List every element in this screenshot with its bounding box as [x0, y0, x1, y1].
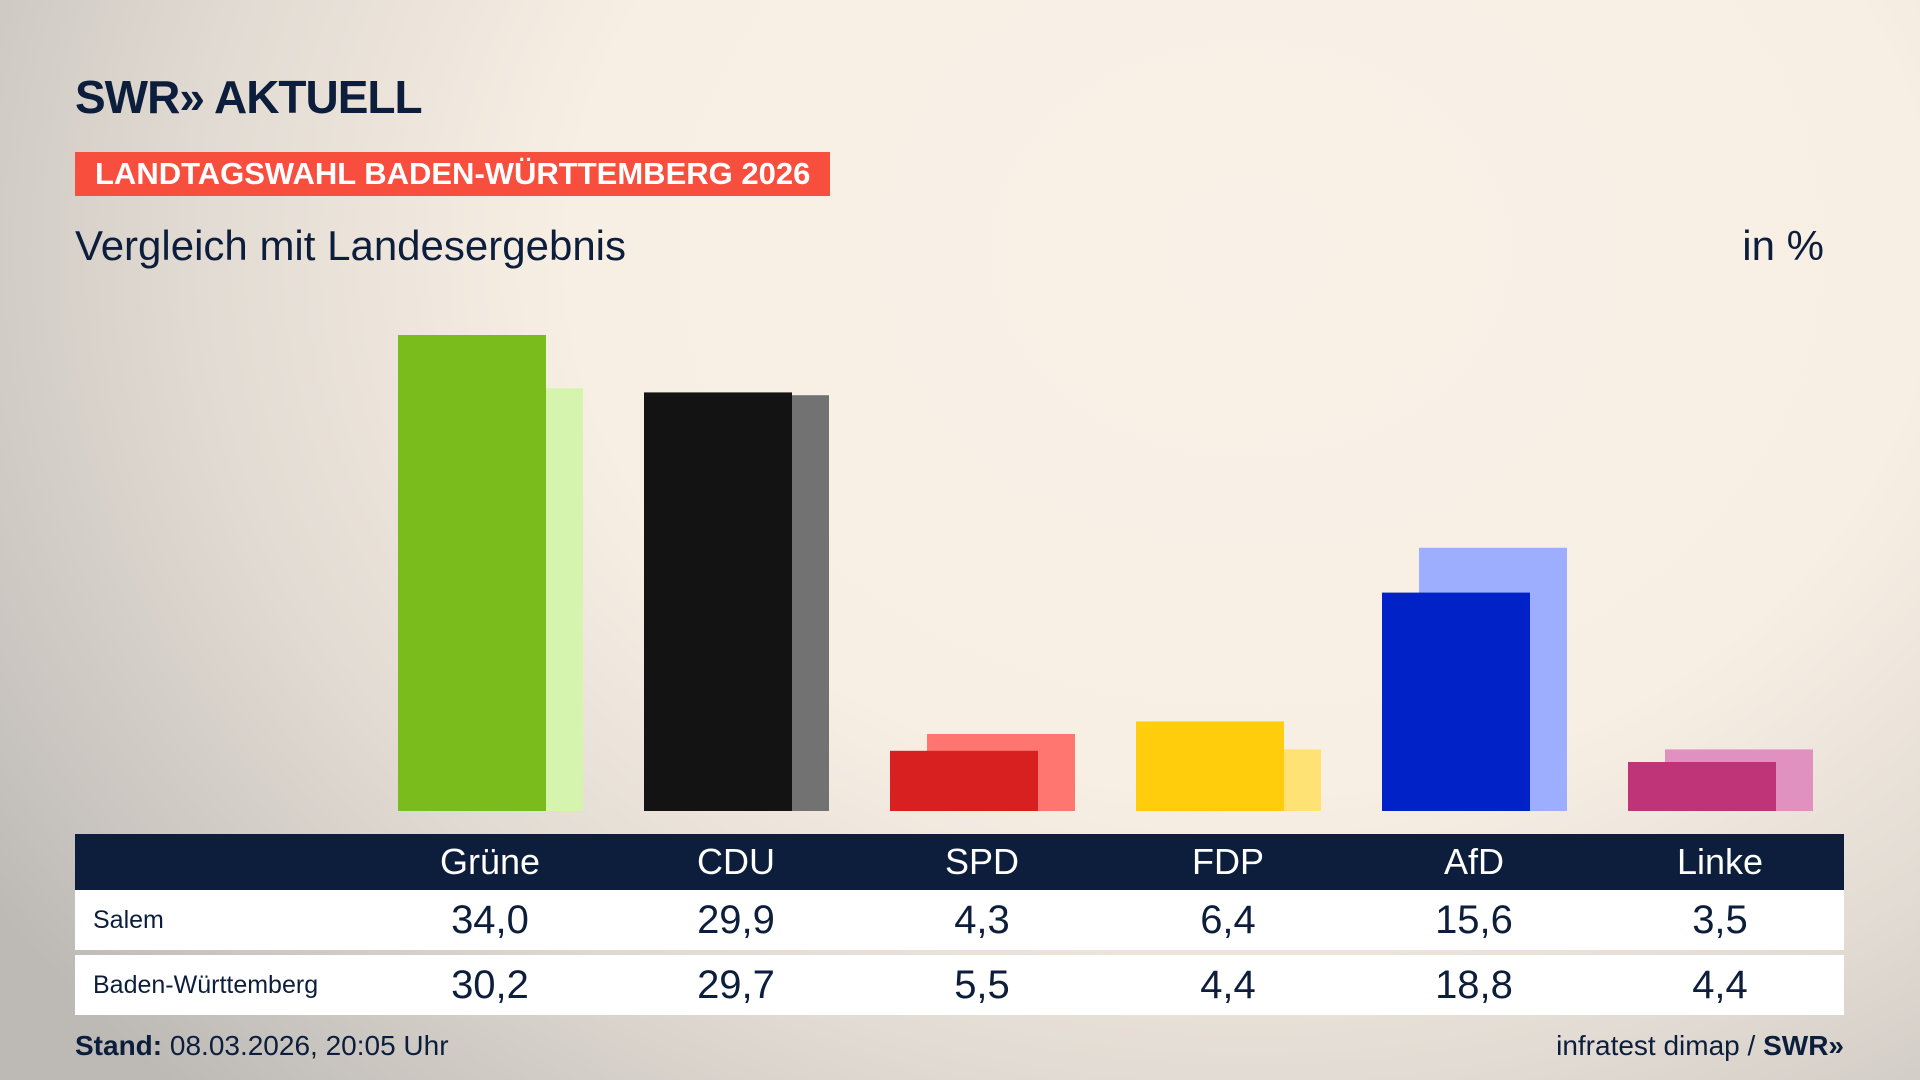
bar-local-linke: [1628, 762, 1776, 811]
table-header: Grüne CDU SPD FDP AfD Linke: [75, 834, 1844, 890]
swr-logo: SWR»: [1763, 1030, 1844, 1061]
header-spd: SPD: [944, 841, 1020, 882]
value-cell: 34,0: [451, 898, 529, 942]
value-cell: 6,4: [1200, 898, 1256, 942]
bar-chart: [398, 335, 1813, 811]
row-label: Baden-Württemberg: [93, 971, 319, 999]
bar-local-grne: [398, 335, 546, 811]
header-linke: Linke: [1676, 841, 1764, 882]
unit-label: in %: [1742, 222, 1824, 269]
bar-local-spd: [890, 750, 1038, 811]
value-cell: 30,2: [451, 963, 529, 1007]
timestamp: Stand: 08.03.2026, 20:05 Uhr: [75, 1030, 449, 1062]
table-row: Baden-Württemberg 30,2 29,7 5,5 4,4 18,8…: [75, 955, 1844, 1015]
value-cell: 29,7: [697, 963, 775, 1007]
header-cdu: CDU: [697, 841, 775, 882]
election-banner: LANDTAGSWAHL BADEN-WÜRTTEMBERG 2026: [75, 152, 831, 196]
source: infratest dimap / SWR»: [1556, 1030, 1844, 1062]
stand-value: 08.03.2026, 20:05 Uhr: [169, 1030, 449, 1061]
value-cell: 4,3: [954, 898, 1010, 942]
value-cell: 4,4: [1200, 963, 1256, 1007]
header-afd: AfD: [1443, 841, 1504, 882]
header-gruene: Grüne: [439, 841, 541, 882]
bar-local-afd: [1382, 592, 1530, 811]
value-cell: 5,5: [954, 963, 1010, 1007]
value-cell: 3,5: [1692, 898, 1748, 942]
value-cell: 15,6: [1435, 898, 1513, 942]
chart-subtitle: Vergleich mit Landesergebnis: [75, 222, 627, 269]
swr-aktuell-logo: SWR» AKTUELL: [75, 71, 423, 123]
bar-local-cdu: [644, 392, 792, 811]
value-cell: 18,8: [1435, 963, 1513, 1007]
header-fdp: FDP: [1192, 841, 1264, 882]
table-row: Salem 34,0 29,9 4,3 6,4 15,6 3,5: [75, 890, 1844, 950]
value-cell: 4,4: [1692, 963, 1748, 1007]
stand-label: Stand:: [75, 1030, 163, 1061]
bar-local-fdp: [1136, 721, 1284, 811]
value-cell: 29,9: [697, 898, 775, 942]
row-label: Salem: [93, 906, 164, 934]
source-text: infratest dimap /: [1556, 1030, 1764, 1061]
